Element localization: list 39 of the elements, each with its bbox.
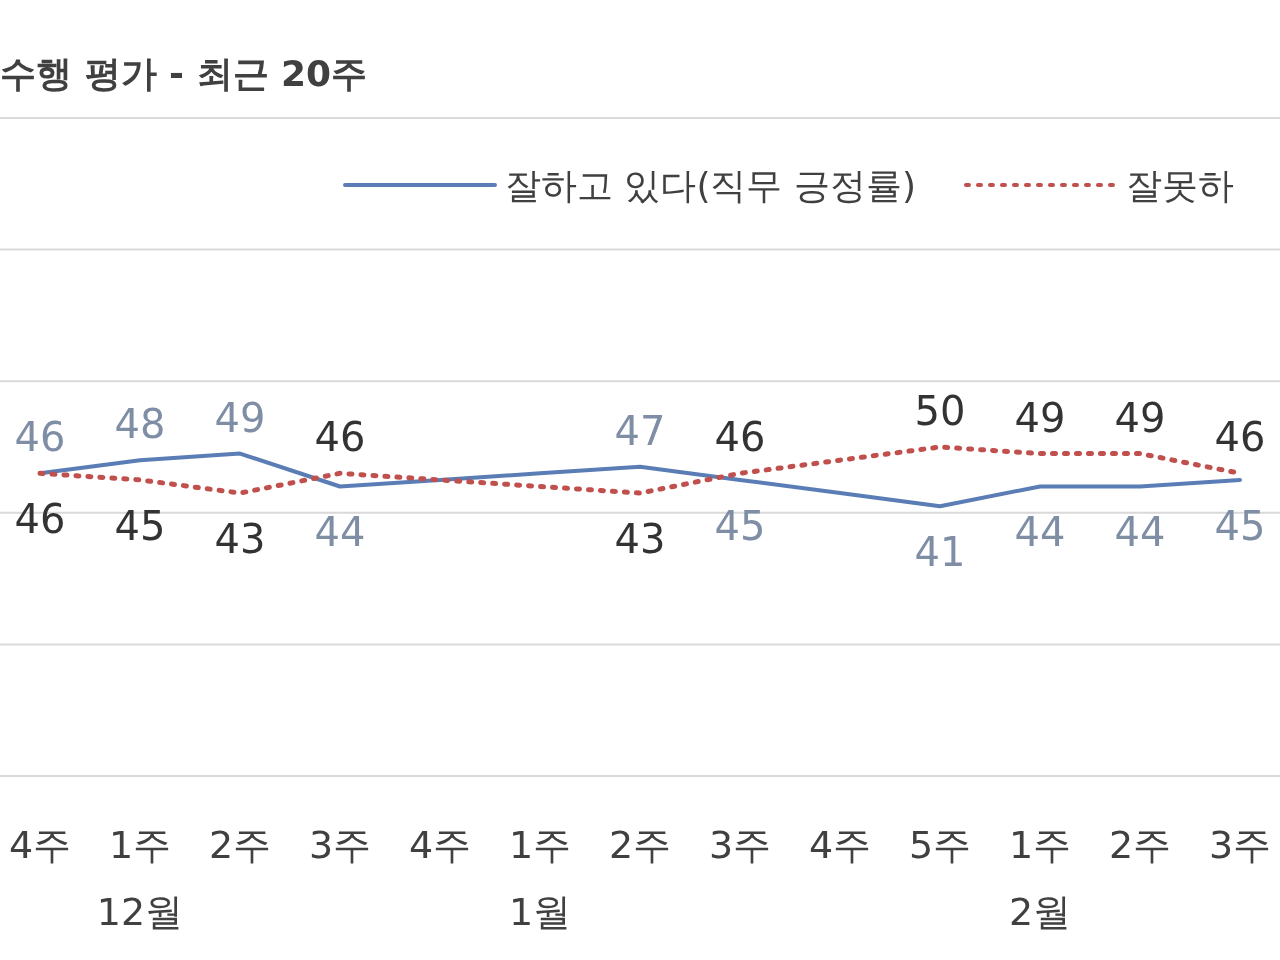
- x-tick-label: 3주: [308, 823, 372, 867]
- data-label: 49: [1114, 394, 1166, 441]
- data-label: 46: [314, 414, 366, 461]
- data-label: 46: [1214, 414, 1266, 461]
- x-tick-label: 3주: [708, 823, 772, 867]
- data-label: 45: [1214, 502, 1266, 549]
- data-label: 46: [14, 414, 66, 461]
- x-tick-label: 1주: [108, 823, 172, 867]
- data-label: 46: [14, 496, 66, 543]
- data-label: 44: [1014, 509, 1066, 556]
- x-tick-label: 4주: [8, 823, 72, 867]
- x-tick-label: 2주: [608, 823, 672, 867]
- x-tick-label: 1주: [508, 823, 572, 867]
- data-label: 44: [1114, 509, 1166, 556]
- data-label: 49: [214, 394, 266, 441]
- data-label: 43: [214, 516, 266, 563]
- data-label: 47: [614, 407, 666, 454]
- data-label: 49: [1014, 394, 1066, 441]
- x-tick-label: 2주: [1108, 823, 1172, 867]
- legend-label: 잘하고 있다(직무 긍정률): [505, 165, 916, 206]
- data-label: 50: [914, 388, 966, 434]
- data-label: 46: [714, 414, 766, 461]
- x-tick-label: 2주: [208, 823, 272, 867]
- data-label: 43: [614, 516, 666, 563]
- data-label: 44: [314, 509, 366, 556]
- x-tick-label: 3주: [1208, 823, 1272, 867]
- chart-title: 수행 평가 - 최근 20주: [0, 53, 368, 94]
- data-label: 45: [714, 502, 766, 549]
- x-tick-label: 1주: [1008, 823, 1072, 867]
- data-label: 48: [114, 401, 166, 448]
- legend-label: 잘못하: [1125, 165, 1234, 206]
- data-label: 41: [914, 529, 966, 576]
- text: 12월: [96, 890, 184, 934]
- x-tick-label: 4주: [408, 823, 472, 867]
- x-tick-label: 5주: [908, 823, 972, 867]
- x-tick-label: 4주: [808, 823, 872, 867]
- text: 1월: [508, 890, 572, 934]
- data-label: 45: [114, 502, 166, 549]
- text: 2월: [1008, 890, 1072, 934]
